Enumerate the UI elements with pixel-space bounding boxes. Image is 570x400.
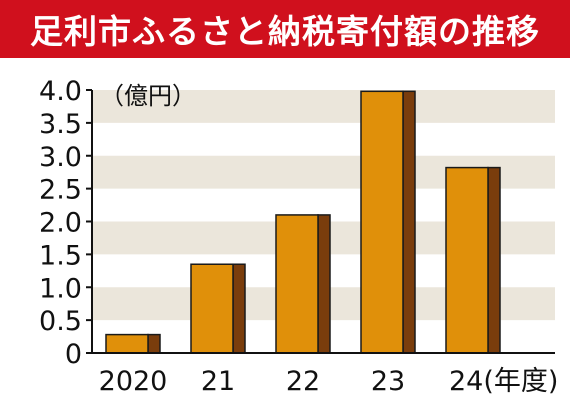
bar-front — [190, 263, 234, 354]
bar-22 — [275, 214, 331, 354]
bar-front — [445, 166, 489, 354]
unit-label: （億円） — [100, 82, 196, 110]
y-tick-label: 1.5 — [39, 240, 82, 271]
y-tick-label: 3.5 — [39, 109, 82, 140]
y-tick-label: 1.0 — [39, 273, 82, 304]
bar-front — [275, 214, 319, 354]
bar-side — [487, 166, 501, 354]
chart-title: 足利市ふるさと納税寄付額の推移 — [0, 0, 570, 58]
bar-front — [105, 333, 149, 354]
x-tick-label: 23 — [371, 366, 405, 397]
x-tick-label: 21 — [201, 366, 235, 397]
bar-2020 — [105, 333, 161, 354]
y-tick-label: 2.5 — [39, 175, 82, 206]
y-tick-label: 4.0 — [39, 76, 82, 107]
y-tick-label: 0.5 — [39, 306, 82, 337]
x-tick-label: 24(年度) — [449, 366, 558, 397]
bar-23 — [360, 90, 416, 354]
x-tick-label: 2020 — [99, 366, 168, 397]
bars — [105, 90, 501, 354]
y-tick-label: 0 — [65, 339, 82, 370]
bar-side — [317, 214, 331, 354]
y-tick-label: 2.0 — [39, 208, 82, 239]
y-axis: 4.03.53.02.52.01.51.00.50 — [39, 76, 93, 370]
bar-side — [147, 333, 161, 354]
bar-24 — [445, 166, 501, 354]
grid-band — [92, 90, 555, 123]
x-axis: 2020 21 22 23 24(年度) — [92, 352, 558, 397]
y-tick-label: 3.0 — [39, 142, 82, 173]
bar-side — [232, 263, 246, 354]
bar-21 — [190, 263, 246, 354]
x-tick-label: 22 — [286, 366, 320, 397]
bar-side — [402, 90, 416, 354]
bar-front — [360, 90, 404, 354]
